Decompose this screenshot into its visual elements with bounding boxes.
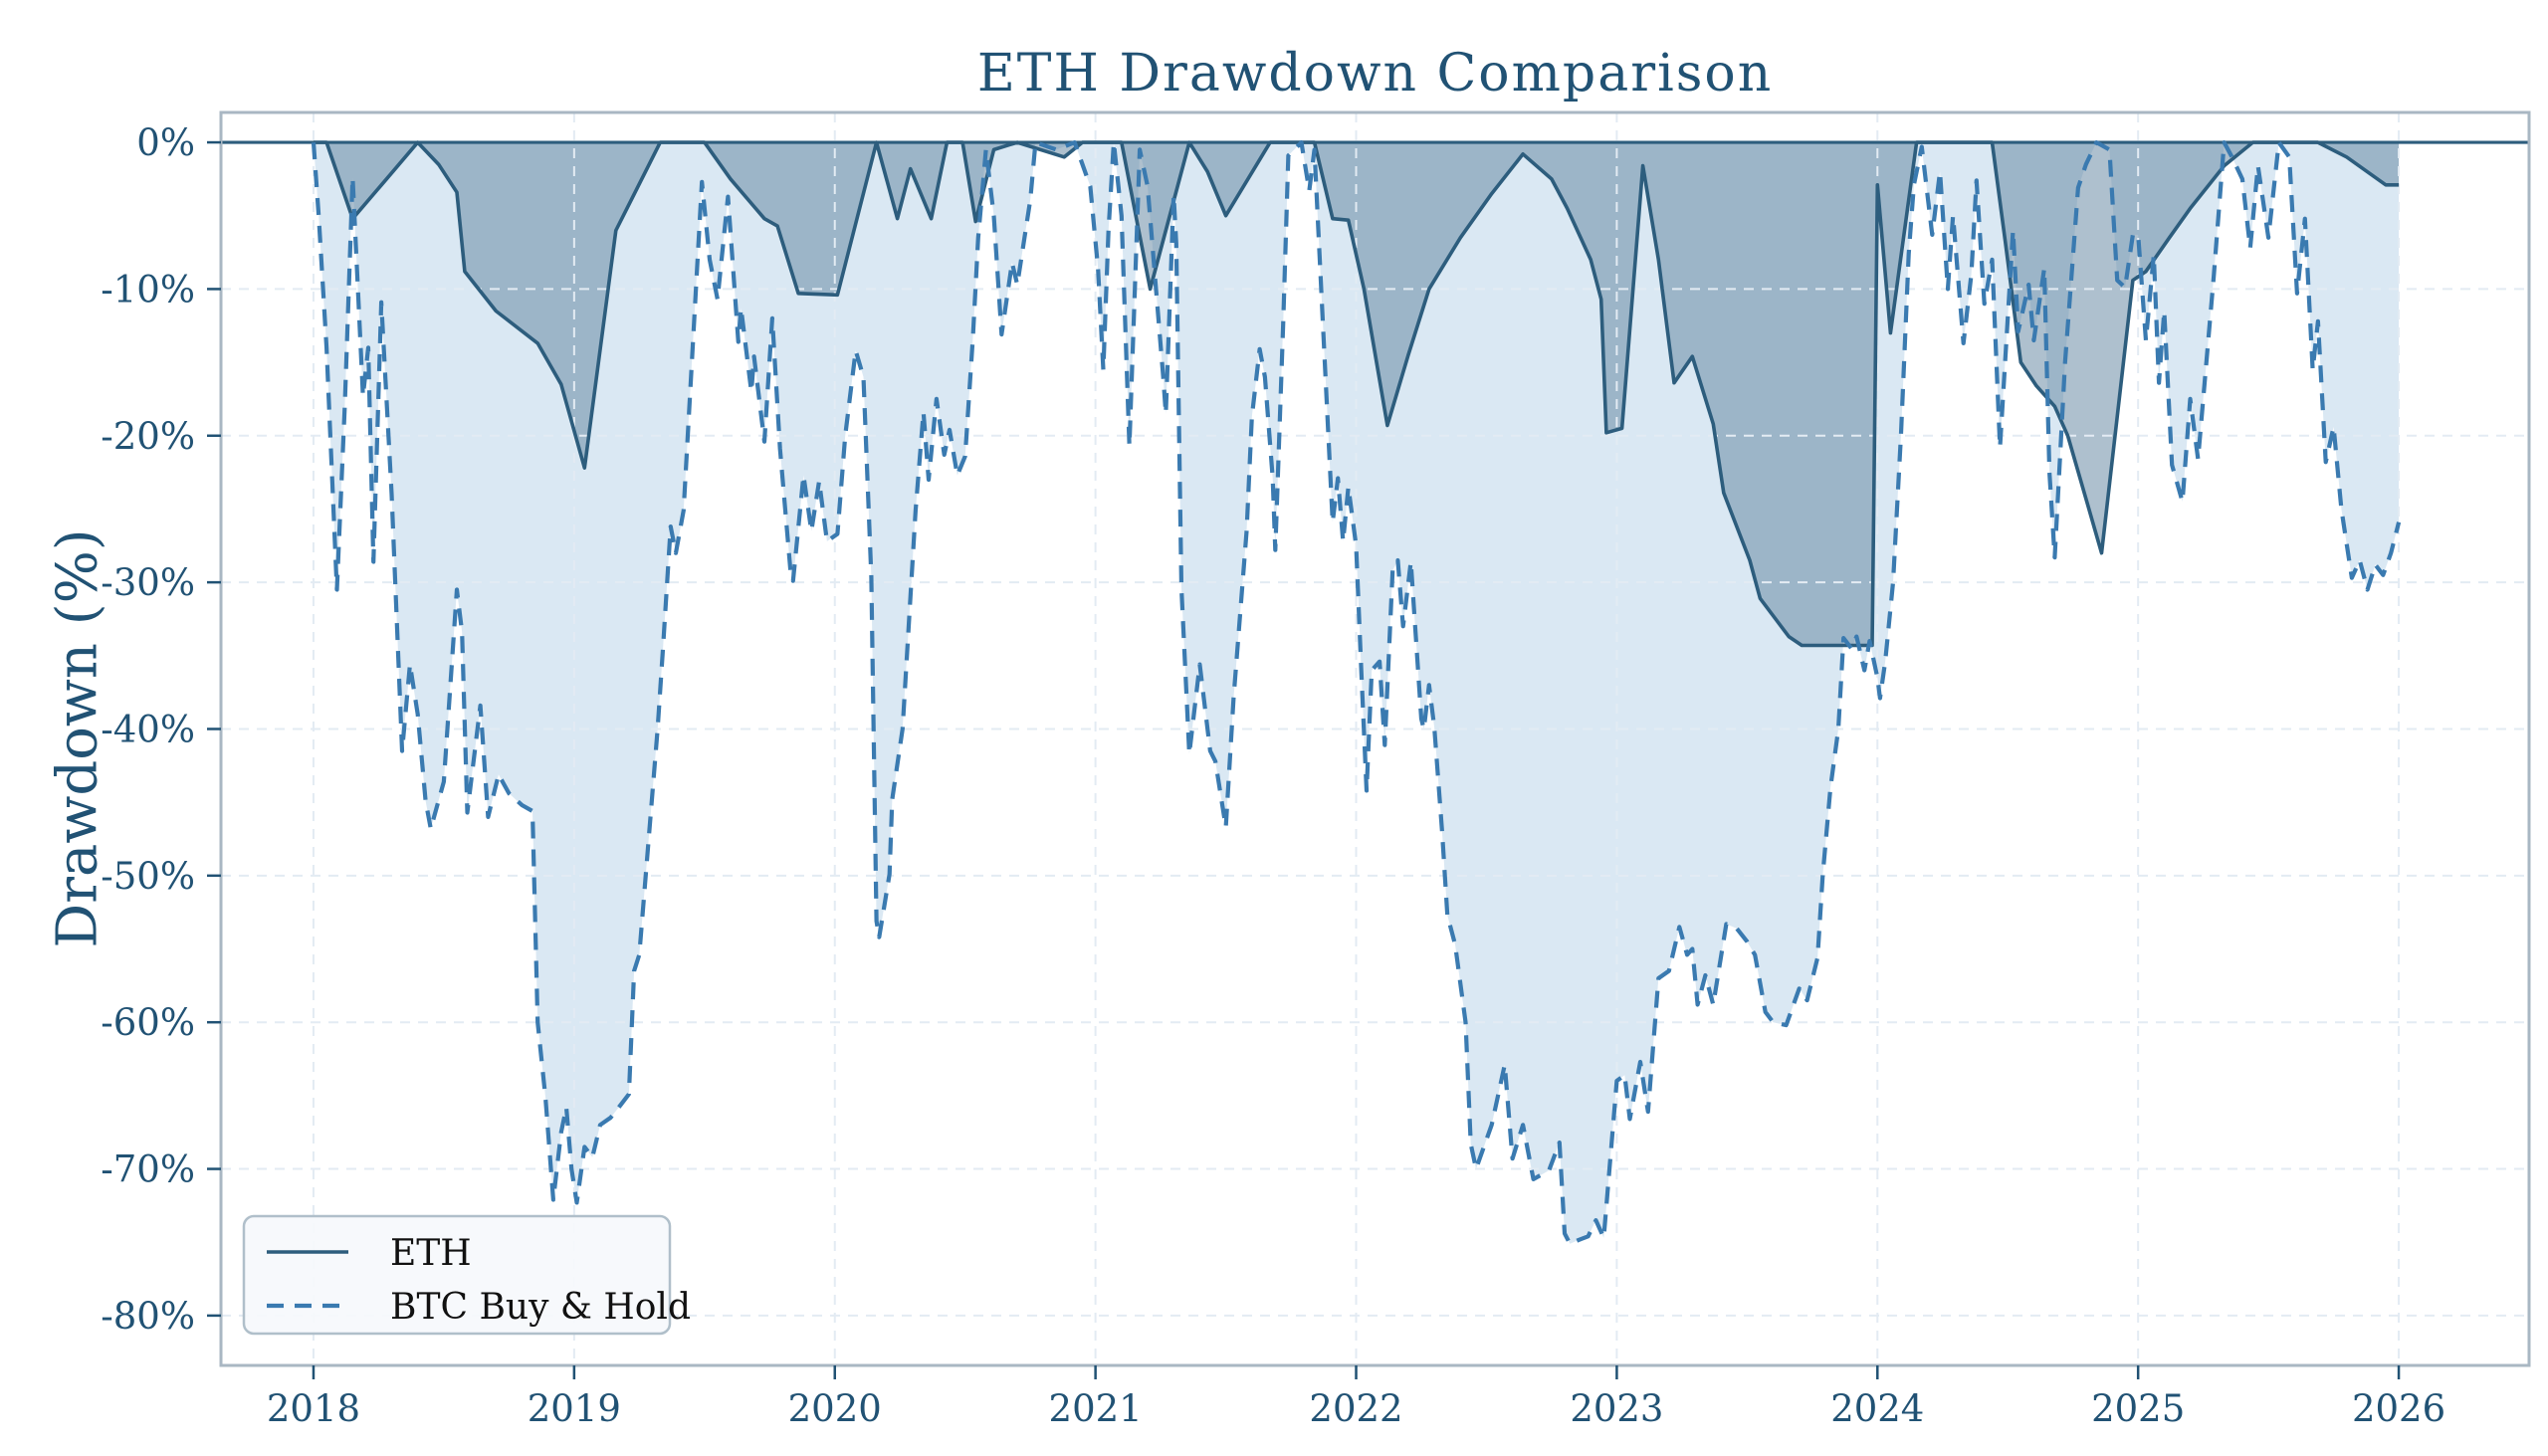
x-tick-label: 2023	[1570, 1387, 1663, 1430]
y-tick-label: 0%	[136, 121, 195, 164]
tick-labels: 2018 2019 2020 2021 2022 2023 2024 2025 2026 0% -1…	[101, 121, 2445, 1430]
legend-label-eth: ETH	[390, 1233, 472, 1274]
y-tick-label: -20%	[101, 415, 195, 458]
x-tick-label: 2024	[1830, 1387, 1924, 1430]
gridlines	[221, 112, 2529, 1365]
y-tick-label: -60%	[101, 1001, 195, 1044]
x-tick-label: 2018	[267, 1387, 360, 1430]
y-tick-label: -40%	[101, 708, 195, 750]
tick-marks	[207, 140, 2401, 1379]
y-tick-label: -70%	[101, 1148, 195, 1191]
x-tick-label: 2019	[528, 1387, 621, 1430]
eth-area-fill	[314, 142, 2400, 646]
x-tick-label: 2021	[1049, 1387, 1143, 1430]
legend: ETH BTC Buy & Hold	[242, 1214, 691, 1336]
x-tick-label: 2025	[2091, 1387, 2185, 1430]
btc-line	[311, 140, 2402, 1246]
y-tick-label: -50%	[101, 855, 195, 898]
eth-line	[314, 140, 2400, 648]
x-tick-label: 2020	[788, 1387, 882, 1430]
plot-border	[219, 110, 2531, 1367]
x-tick-label: 2022	[1309, 1387, 1402, 1430]
x-tick-label: 2026	[2352, 1387, 2445, 1430]
legend-box	[242, 1214, 672, 1336]
legend-label-btc: BTC Buy & Hold	[390, 1287, 691, 1328]
chart-title: ETH Drawdown Comparison	[976, 44, 1774, 104]
y-tick-label: -80%	[101, 1295, 195, 1338]
y-tick-label: -30%	[101, 561, 195, 604]
y-tick-label: -10%	[101, 268, 195, 311]
